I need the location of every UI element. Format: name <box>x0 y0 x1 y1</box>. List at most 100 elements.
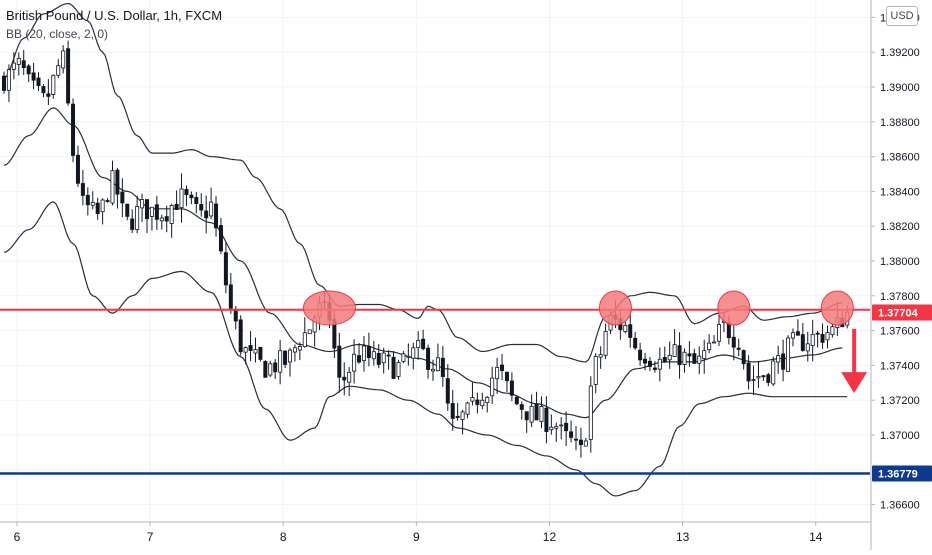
candle <box>662 346 667 363</box>
candle <box>519 401 524 420</box>
candle <box>820 323 825 349</box>
candle <box>396 359 401 380</box>
candle-body <box>623 324 628 332</box>
candle <box>475 392 480 414</box>
candlesticks <box>2 40 850 458</box>
currency-button[interactable]: USD <box>886 6 918 26</box>
candle-body <box>233 310 238 322</box>
candle-body <box>475 399 480 406</box>
candle-body <box>263 361 268 378</box>
candle-body <box>71 103 76 156</box>
candle <box>75 145 80 187</box>
candle-body <box>751 379 756 382</box>
bb-upper-band <box>3 2 843 363</box>
candle <box>687 341 692 367</box>
candle-body <box>401 353 406 362</box>
candle-body <box>524 411 529 421</box>
touch-marker-circle <box>598 290 632 326</box>
candle <box>712 335 717 344</box>
candle-body <box>652 367 657 370</box>
candle-body <box>248 345 253 351</box>
candle <box>682 348 687 373</box>
candle <box>603 323 608 360</box>
candle-body <box>554 426 559 429</box>
candle-body <box>371 351 376 360</box>
candle-body <box>771 360 776 385</box>
candle <box>223 242 228 294</box>
candle <box>243 346 248 365</box>
candle-body <box>169 204 174 224</box>
candle <box>214 196 219 237</box>
candle-body <box>692 353 697 364</box>
candle <box>189 191 194 205</box>
candle <box>495 357 500 394</box>
candle <box>366 332 371 367</box>
price-tag-label: 1.36779 <box>878 468 918 480</box>
candle-body <box>480 399 485 407</box>
candle-body <box>667 355 672 361</box>
price-axis[interactable]: 1.36600 1.37000 1.37200 1.37400 1.37600 1.378… <box>870 0 932 550</box>
candle <box>445 364 450 411</box>
candle <box>357 343 362 364</box>
candle-body <box>578 439 583 446</box>
candle-body <box>643 358 648 364</box>
bb-middle-band <box>3 107 843 419</box>
candle-body <box>11 62 16 70</box>
candle <box>416 331 421 360</box>
price-tick-label: 1.38600 <box>880 152 920 164</box>
candle-body <box>603 331 608 356</box>
indicator-label: BB (20, close, 2, 0) <box>6 27 109 41</box>
candle-body <box>440 357 445 377</box>
candle <box>490 366 495 404</box>
candle <box>707 334 712 354</box>
candle-body <box>218 225 223 252</box>
candle <box>199 193 204 217</box>
price-tick-label: 1.37600 <box>880 326 920 338</box>
candle <box>657 347 662 382</box>
candle <box>391 351 396 379</box>
candle <box>411 342 416 370</box>
candle-body <box>574 438 579 441</box>
candle-body <box>460 411 465 420</box>
candle-body <box>253 349 258 354</box>
candle <box>623 322 628 334</box>
touch-markers <box>302 290 854 326</box>
candle <box>795 319 800 336</box>
candle-body <box>352 353 357 372</box>
candle <box>815 330 820 348</box>
candle <box>273 359 278 379</box>
candle <box>578 427 583 458</box>
candle <box>253 337 258 363</box>
time-tick-label: 7 <box>147 530 154 544</box>
candle <box>800 322 805 352</box>
time-axis[interactable]: 6 7 8 9 12 13 14 <box>0 521 871 544</box>
candle <box>771 356 776 387</box>
candle <box>825 325 830 349</box>
candle <box>337 332 342 393</box>
candle-body <box>179 188 184 209</box>
forecast-arrow-head <box>841 372 868 394</box>
candle <box>26 64 31 82</box>
candle <box>342 362 347 396</box>
candle <box>766 372 771 387</box>
candle <box>100 198 105 225</box>
candle <box>460 409 465 435</box>
candle-body <box>766 374 771 383</box>
candle-body <box>677 345 682 366</box>
price-tick-label: 1.37000 <box>880 430 920 442</box>
candle-body <box>357 355 362 363</box>
candle-body <box>287 349 292 363</box>
candle <box>130 209 135 234</box>
candle-body <box>376 352 381 365</box>
candle <box>194 191 199 214</box>
candle-body <box>815 332 820 335</box>
bb-lower-band <box>3 201 848 497</box>
candle <box>643 352 648 371</box>
candle-body <box>430 368 435 372</box>
candle <box>504 371 509 393</box>
candle <box>574 425 579 451</box>
candle-body <box>509 380 514 396</box>
candle-body <box>465 402 470 415</box>
